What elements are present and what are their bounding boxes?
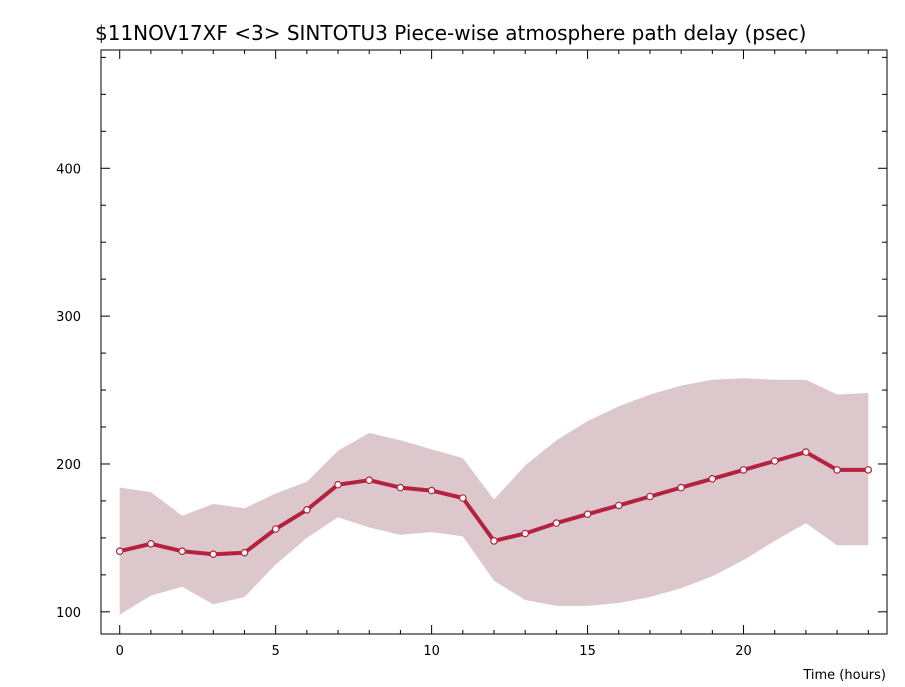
data-point <box>209 550 218 559</box>
y-tick-label: 400 <box>56 162 81 177</box>
data-point <box>147 539 155 548</box>
x-tick-label: 10 <box>423 644 440 659</box>
data-point <box>708 474 717 483</box>
data-point <box>271 525 280 533</box>
data-point <box>614 501 623 510</box>
data-point <box>303 505 311 514</box>
y-tick-label: 200 <box>56 458 81 473</box>
data-point <box>677 483 685 492</box>
chart-title: $11NOV17XF <3> SINTOTU3 Piece-wise atmos… <box>95 21 806 45</box>
y-tick-label: 100 <box>56 606 81 621</box>
x-axis-label: Time (hours) <box>802 668 886 683</box>
x-tick-label: 15 <box>579 644 596 659</box>
data-point <box>365 476 374 485</box>
x-tick-label: 0 <box>116 644 124 659</box>
data-point <box>458 494 467 502</box>
data-point <box>490 537 498 545</box>
data-point <box>396 483 405 492</box>
data-point <box>646 492 654 501</box>
data-point <box>833 466 841 474</box>
x-tick-label: 20 <box>735 644 752 659</box>
data-point <box>739 466 748 474</box>
x-tick-label: 5 <box>272 644 280 659</box>
data-point <box>521 529 530 538</box>
data-point <box>552 519 561 527</box>
data-point <box>802 448 810 456</box>
data-point <box>240 548 249 557</box>
data-point <box>427 486 436 495</box>
data-point <box>178 547 186 556</box>
data-point <box>770 457 779 465</box>
data-point <box>583 510 592 519</box>
y-tick-label: 300 <box>56 310 81 325</box>
error-band <box>119 378 869 615</box>
data-point <box>334 480 342 489</box>
data-point <box>115 547 124 556</box>
data-point <box>864 466 873 474</box>
